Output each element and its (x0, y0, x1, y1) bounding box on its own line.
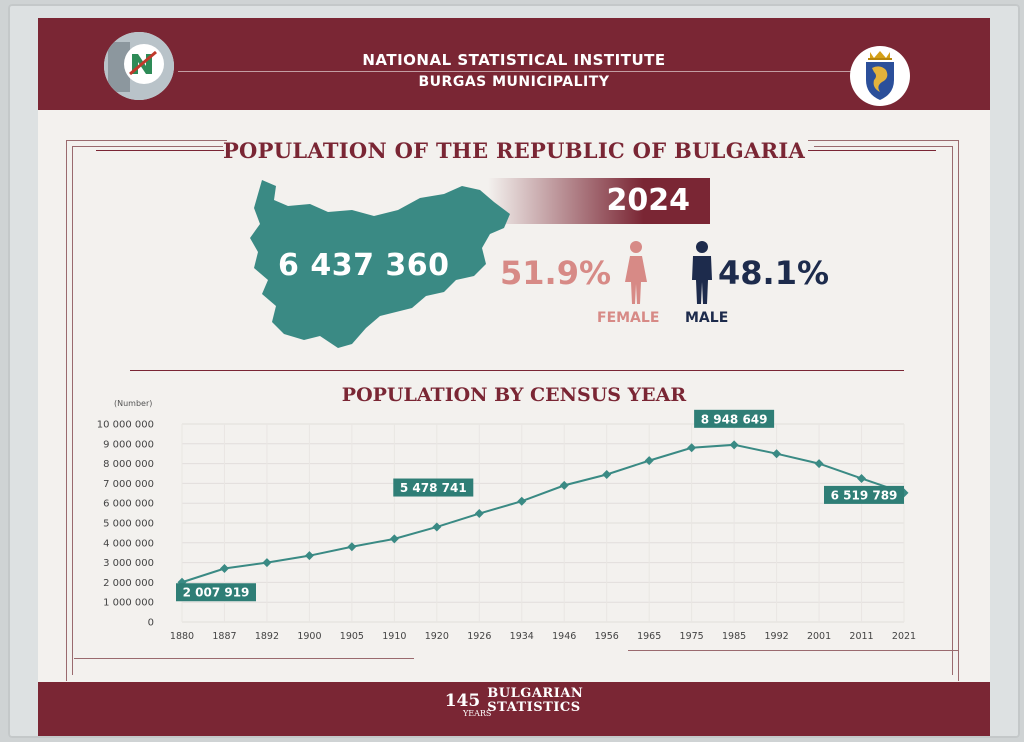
data-label: 2 007 919 (183, 586, 250, 600)
y-tick-label: 9 000 000 (103, 439, 154, 450)
burgas-coat-of-arms-icon (850, 46, 910, 106)
y-tick-label: 3 000 000 (103, 558, 154, 569)
series-line (181, 443, 905, 584)
x-tick-label: 1946 (552, 631, 576, 642)
data-point (602, 469, 612, 479)
y-tick-label: 2 000 000 (103, 578, 154, 589)
x-tick-label: 1992 (764, 631, 788, 642)
data-point (219, 564, 229, 574)
data-point (517, 496, 527, 506)
data-point (772, 449, 782, 459)
male-person-icon (690, 240, 714, 310)
x-tick-label: 1910 (382, 631, 406, 642)
y-tick-label: 4 000 000 (103, 538, 154, 549)
data-point (304, 551, 314, 561)
header-rule (178, 71, 878, 72)
municipality-name: BURGAS MUNICIPALITY (418, 74, 610, 90)
summary-year: 2024 (606, 183, 691, 218)
title-rule-left (96, 150, 224, 151)
header-bar: NATIONAL STATISTICAL INSTITUTE BURGAS MU… (38, 18, 990, 110)
x-tick-label: 1905 (340, 631, 364, 642)
y-tick-label: 1 000 000 (103, 598, 154, 609)
data-point (474, 509, 484, 519)
y-tick-label: 7 000 000 (103, 479, 154, 490)
data-label-box (393, 478, 474, 497)
x-tick-label: 2011 (849, 631, 873, 642)
female-percentage: 51.9% (500, 254, 612, 292)
data-point (687, 443, 697, 453)
y-tick-label: 10 000 000 (97, 420, 154, 431)
x-tick-label: 1880 (170, 631, 194, 642)
y-tick-label: 5 000 000 (103, 519, 154, 530)
y-axis-unit: (Number) (114, 399, 153, 408)
data-point (857, 473, 867, 483)
bulgaria-map-icon (248, 176, 513, 356)
x-tick-label: 2021 (892, 631, 916, 642)
deco-line (814, 146, 953, 675)
x-tick-label: 1965 (637, 631, 661, 642)
data-label-box (176, 583, 256, 602)
y-tick-label: 0 (148, 618, 154, 629)
footer-line2: STATISTICS (487, 700, 581, 715)
male-percentage: 48.1% (718, 254, 830, 292)
data-label: 5 478 741 (400, 481, 467, 495)
y-tick-label: 6 000 000 (103, 499, 154, 510)
footer-number: 145 (444, 691, 481, 711)
section-separator (130, 370, 904, 371)
data-point (432, 522, 442, 532)
x-tick-label: 1956 (595, 631, 619, 642)
x-tick-label: 1887 (212, 631, 236, 642)
chart-title: POPULATION BY CENSUS YEAR (341, 384, 687, 406)
x-tick-label: 1926 (467, 631, 491, 642)
x-tick-label: 1934 (510, 631, 534, 642)
institute-name: NATIONAL STATISTICAL INSTITUTE (362, 51, 666, 69)
deco-line (808, 140, 959, 681)
data-point (347, 542, 357, 552)
footer-years: YEARS (463, 709, 492, 718)
deco-line (72, 146, 223, 675)
title-rule-right (808, 150, 936, 151)
data-label-box (824, 485, 904, 504)
deco-line (66, 140, 227, 681)
data-point (644, 456, 654, 466)
x-tick-label: 1920 (425, 631, 449, 642)
footer-bar (38, 682, 990, 736)
x-tick-label: 1975 (680, 631, 704, 642)
data-point (729, 440, 739, 450)
deco-line (74, 658, 414, 660)
footer-text: BULGARIAN STATISTICS (487, 687, 583, 715)
deco-line (628, 650, 958, 652)
data-label: 6 519 789 (831, 488, 898, 502)
population-line-chart: 0 1 000 000 2 000 000 3 000 000 4 000 000 5 0… (97, 409, 916, 642)
year-banner: 2024 (488, 178, 710, 224)
data-point (389, 534, 399, 544)
data-point (814, 459, 824, 469)
female-person-icon (624, 240, 648, 310)
data-point (262, 558, 272, 568)
nsi-logo-icon (104, 32, 174, 100)
x-tick-label: 1985 (722, 631, 746, 642)
data-label-box (694, 409, 775, 428)
y-tick-label: 8 000 000 (103, 459, 154, 470)
footer-logo: 145 BULGARIAN STATISTICS YEARS (38, 687, 990, 719)
data-point (559, 480, 569, 490)
footer-line1: BULGARIAN (487, 686, 584, 701)
x-tick-label: 2001 (807, 631, 831, 642)
x-tick-label: 1900 (297, 631, 321, 642)
female-label: FEMALE (597, 310, 660, 326)
data-label: 8 948 649 (701, 412, 768, 426)
total-population: 6 437 360 (278, 248, 450, 283)
x-tick-label: 1892 (255, 631, 279, 642)
summary-title: POPULATION OF THE REPUBLIC OF BULGARIA (222, 138, 806, 163)
male-label: MALE (685, 310, 729, 326)
info-board: NATIONAL STATISTICAL INSTITUTE BURGAS MU… (38, 18, 990, 736)
